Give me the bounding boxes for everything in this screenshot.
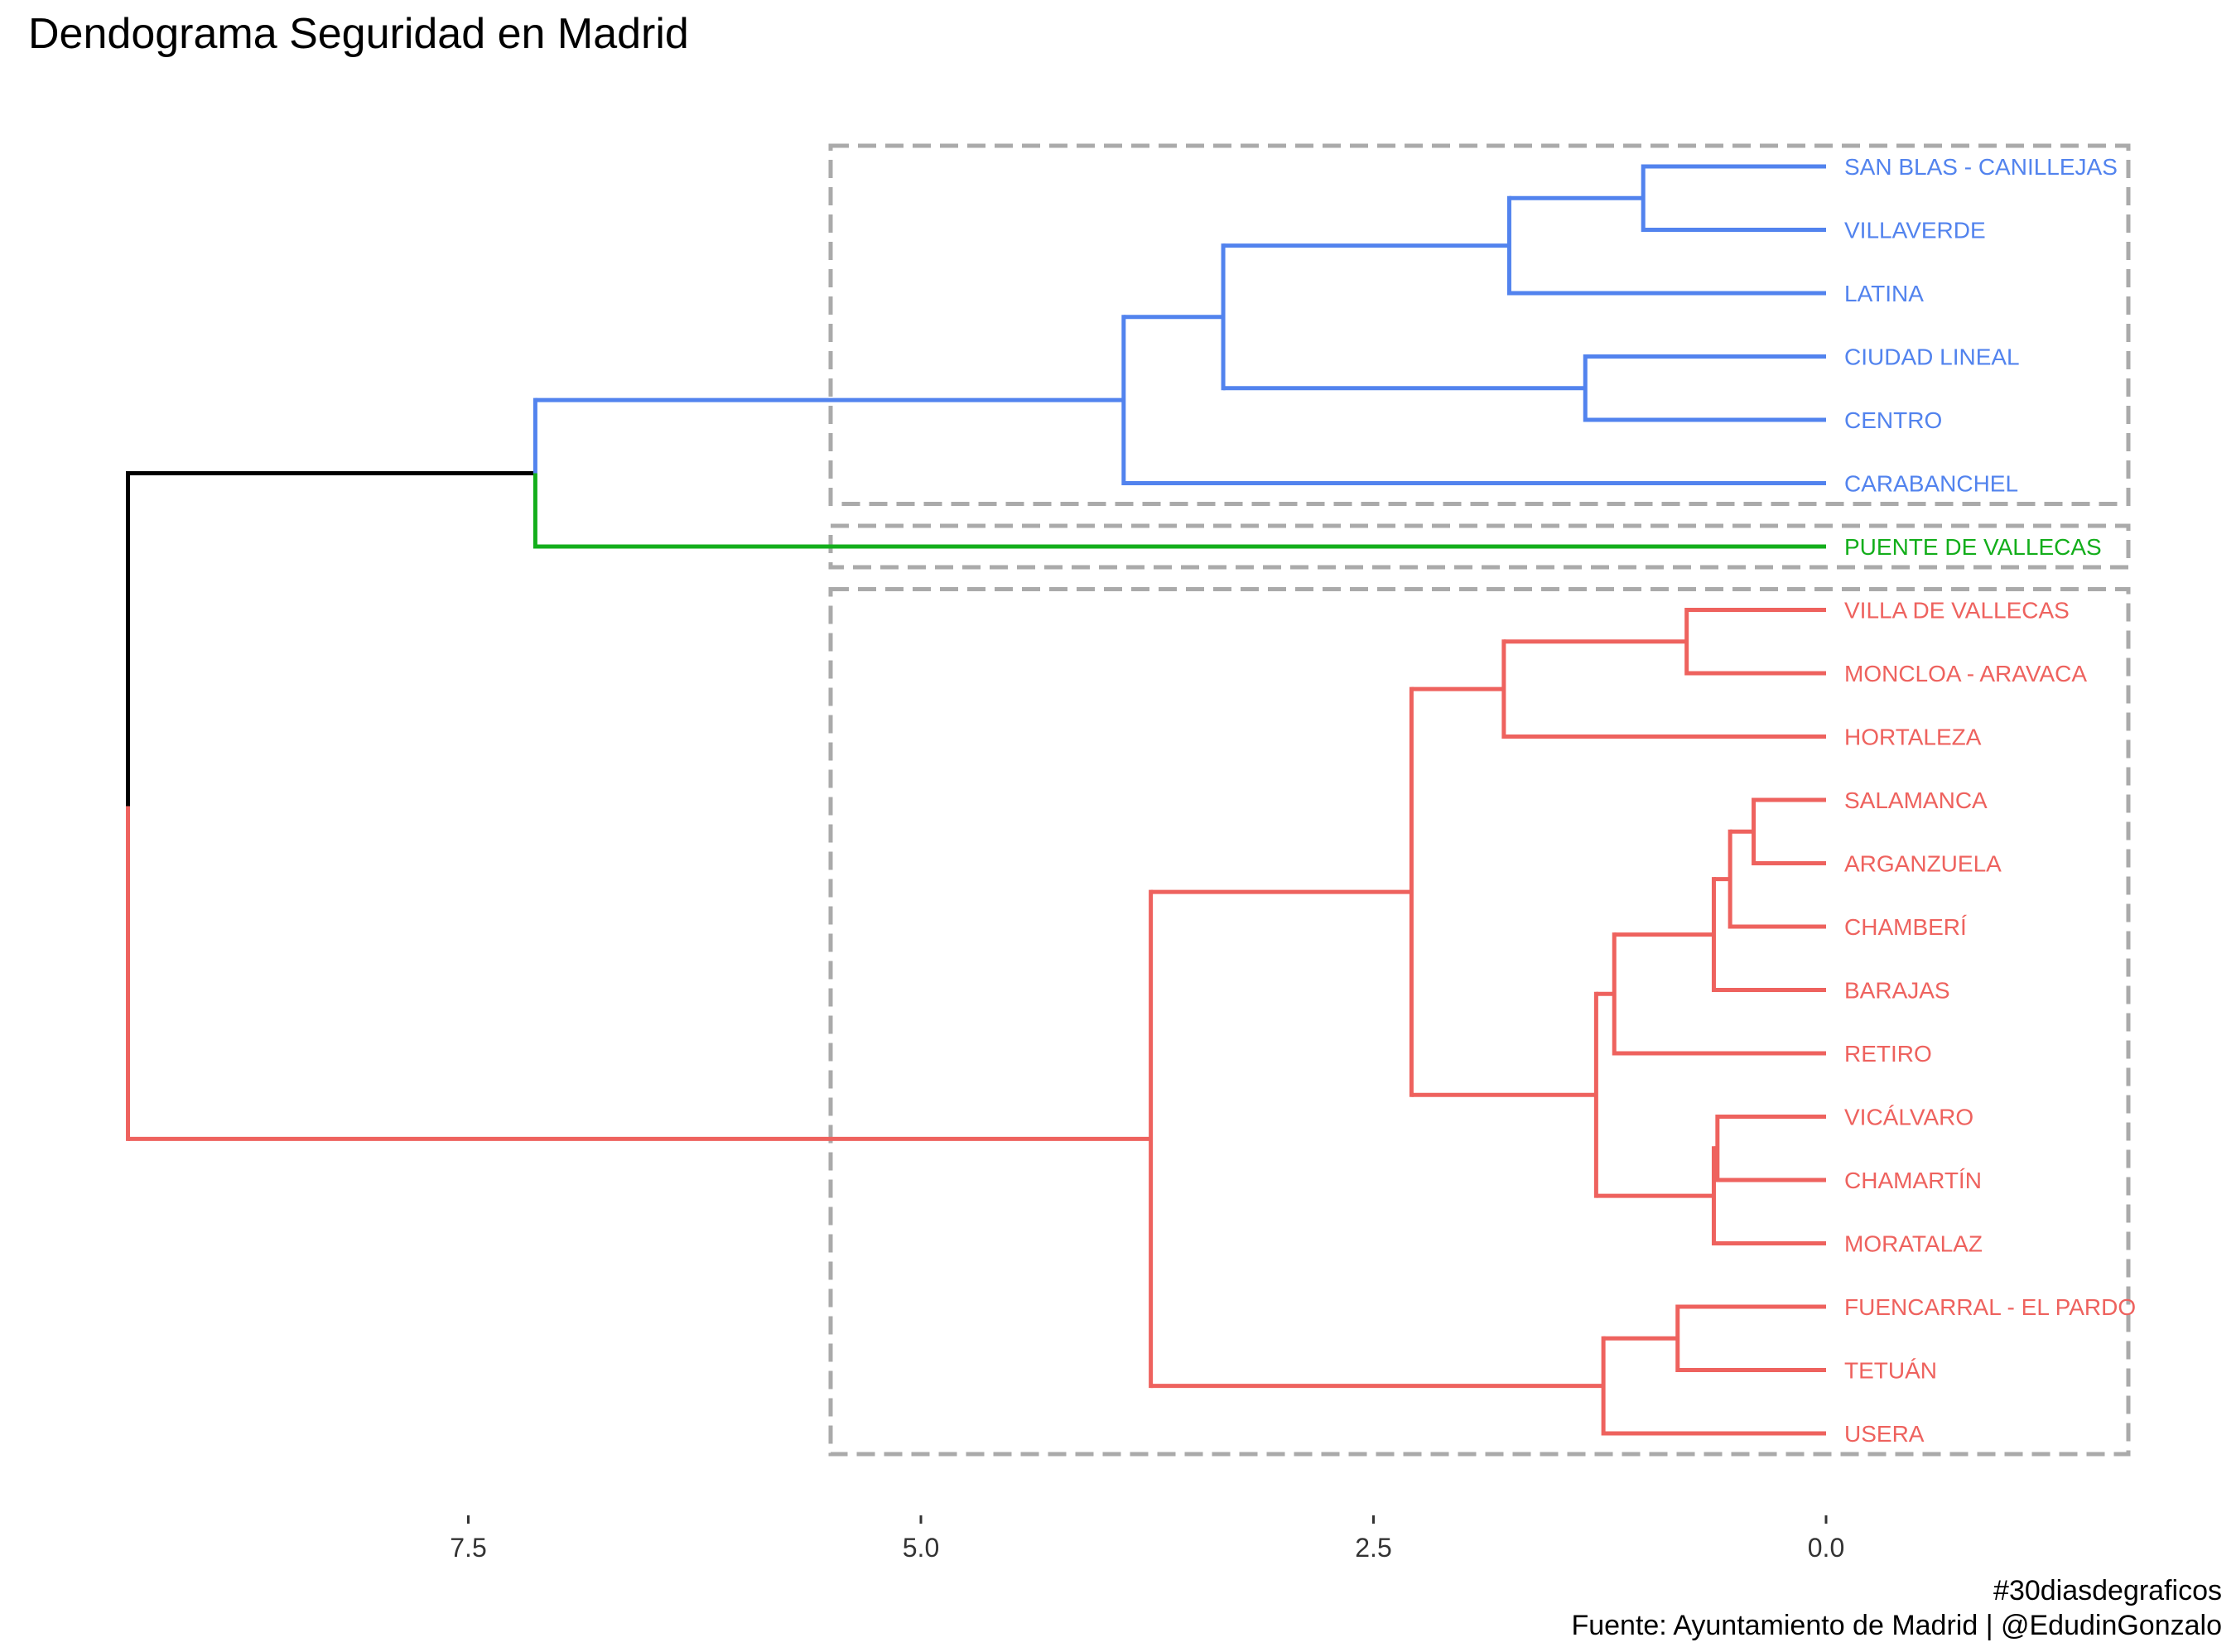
- leaf-labels: SAN BLAS - CANILLEJAS VILLAVERDE LATINA CIU…: [1844, 154, 2136, 1447]
- leaf-label: HORTALEZA: [1844, 725, 1982, 750]
- leaf-label: USERA: [1844, 1421, 1925, 1447]
- leaf-label: VICÁLVARO: [1844, 1105, 1973, 1130]
- leaf-label: ARGANZUELA: [1844, 851, 2002, 877]
- leaf-label: BARAJAS: [1844, 978, 1950, 1004]
- x-tick-label: 0.0: [1808, 1533, 1844, 1563]
- leaf-label: CARABANCHEL: [1844, 471, 2018, 497]
- dendrogram-branches: [126, 164, 1826, 1436]
- cluster-box-1: [828, 143, 2131, 506]
- leaf-label: VILLAVERDE: [1844, 218, 1986, 243]
- x-tick-label: 2.5: [1355, 1533, 1391, 1563]
- chart-title: Dendograma Seguridad en Madrid: [28, 10, 689, 58]
- leaf-label: LATINA: [1844, 281, 1924, 306]
- x-tick-label: 5.0: [903, 1533, 939, 1563]
- leaf-label: CHAMBERÍ: [1844, 914, 1967, 940]
- caption-hashtag: #30diasdegraficos: [1993, 1575, 2222, 1606]
- leaf-label: CENTRO: [1844, 407, 1942, 433]
- caption-source: Fuente: Ayuntamiento de Madrid | @Edudin…: [1571, 1610, 2222, 1641]
- cluster-box-3: [828, 587, 2131, 1457]
- leaf-label: PUENTE DE VALLECAS: [1844, 534, 2102, 560]
- leaf-label: SALAMANCA: [1844, 787, 1988, 813]
- leaf-label: MONCLOA - ARAVACA: [1844, 661, 2087, 686]
- leaf-label: MORATALAZ: [1844, 1231, 1983, 1257]
- leaf-label: SAN BLAS - CANILLEJAS: [1844, 154, 2118, 180]
- leaf-label: CIUDAD LINEAL: [1844, 344, 2020, 370]
- leaf-label: CHAMARTÍN: [1844, 1168, 1982, 1193]
- leaf-label: FUENCARRAL - EL PARDO: [1844, 1294, 2136, 1320]
- x-tick-label: 7.5: [450, 1533, 486, 1563]
- leaf-label: RETIRO: [1844, 1041, 1932, 1067]
- leaf-label: VILLA DE VALLECAS: [1844, 598, 2070, 624]
- leaf-label: TETUÁN: [1844, 1358, 1937, 1384]
- x-axis: 7.5 5.0 2.5 0.0: [450, 1515, 1844, 1563]
